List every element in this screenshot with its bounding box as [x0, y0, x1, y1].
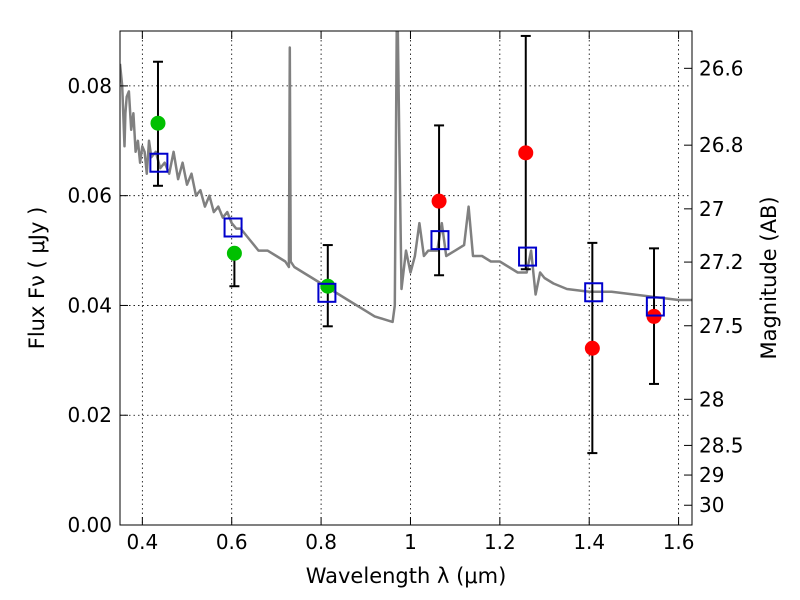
model-flux-square	[645, 296, 665, 317]
x-tick-label: 0.8	[305, 530, 337, 554]
x-tick-label: 0.4	[126, 530, 158, 554]
data-point	[584, 340, 600, 356]
model-flux-square	[518, 246, 538, 267]
model-flux-square	[430, 230, 450, 251]
y2-tick-label: 28.5	[699, 433, 744, 457]
model-flux-square	[584, 282, 604, 303]
x-tick-label: 1	[404, 530, 417, 554]
data-point	[320, 278, 336, 294]
y2-tick-label: 27.2	[699, 250, 744, 274]
ticks	[120, 31, 692, 526]
y-tick-label: 0.04	[67, 293, 112, 317]
model-flux-square	[223, 217, 243, 238]
y2-tick-label: 26.6	[699, 56, 744, 80]
x-tick-label: 1.2	[484, 530, 516, 554]
x-axis-label: Wavelength λ (μm)	[306, 564, 507, 588]
data-point	[226, 245, 242, 261]
y2-tick-label: 29	[699, 463, 724, 487]
y-tick-label: 0.08	[67, 74, 112, 98]
y-tick-label: 0.06	[67, 184, 112, 208]
data-markers	[149, 115, 665, 356]
model-spectrum-line	[120, 31, 692, 324]
y2-tick-label: 26.8	[699, 133, 744, 157]
data-point	[150, 115, 166, 131]
tick-labels: 0.4 0.6 0.8 1 1.2 1.4 1.6 0.00 0.02 0.04 0.06 0.08 2…	[67, 56, 743, 554]
model-flux-square	[149, 152, 169, 173]
y2-tick-label: 27.5	[699, 314, 744, 338]
grid	[120, 31, 692, 525]
right-axis-label: Magnitude (AB)	[757, 196, 781, 359]
y-axis-label: Flux Fν ( μJy )	[25, 207, 49, 350]
plot-frame	[119, 30, 693, 526]
y2-tick-label: 28	[699, 387, 724, 411]
y-tick-label: 0.00	[67, 513, 112, 537]
y2-tick-label: 30	[699, 493, 724, 517]
error-bars	[152, 34, 660, 455]
x-tick-label: 1.6	[663, 530, 695, 554]
model-spectrum-layer	[120, 31, 692, 324]
data-point	[431, 193, 447, 209]
data-point	[518, 145, 534, 161]
y2-tick-label: 27	[699, 197, 724, 221]
x-tick-label: 0.6	[216, 530, 248, 554]
y-tick-label: 0.02	[67, 403, 112, 427]
x-tick-label: 1.4	[573, 530, 605, 554]
model-flux-square	[317, 282, 337, 303]
